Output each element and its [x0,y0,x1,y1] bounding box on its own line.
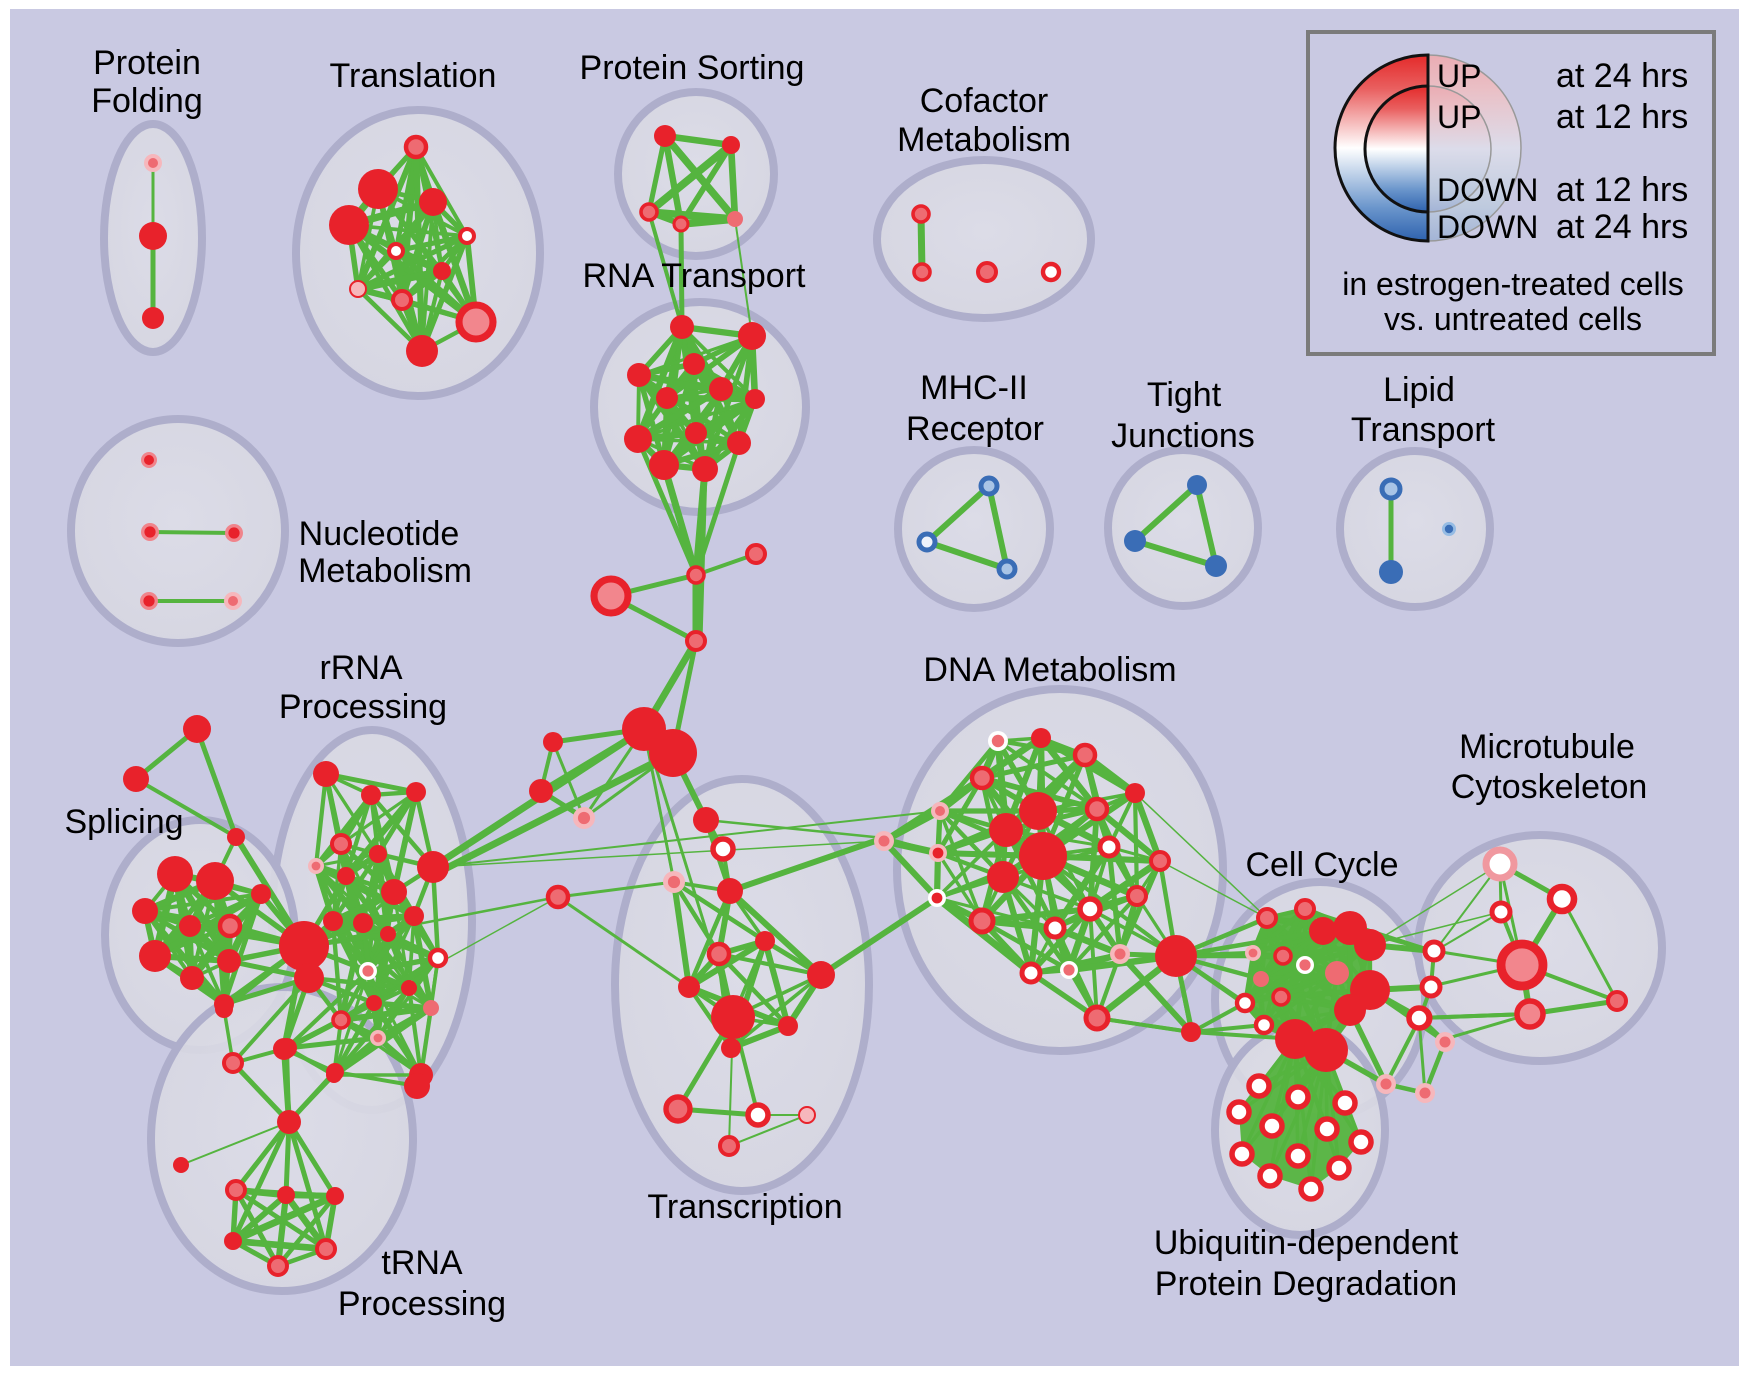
svg-text:Splicing: Splicing [64,803,183,841]
svg-text:DOWN: DOWN [1437,209,1538,245]
svg-text:DNA Metabolism: DNA Metabolism [923,651,1176,689]
svg-text:UP: UP [1437,99,1481,135]
svg-text:MHC-II: MHC-II [920,369,1028,407]
svg-text:UP: UP [1437,58,1481,94]
svg-text:at 24 hrs: at 24 hrs [1556,57,1688,95]
svg-text:Translation: Translation [330,57,497,95]
svg-text:Cofactor: Cofactor [920,82,1049,120]
svg-text:at 24 hrs: at 24 hrs [1556,208,1688,246]
svg-text:Folding: Folding [91,82,203,120]
svg-text:Protein Degradation: Protein Degradation [1155,1265,1457,1303]
svg-text:DOWN: DOWN [1437,172,1538,208]
svg-text:tRNA: tRNA [381,1244,463,1282]
svg-text:vs. untreated cells: vs. untreated cells [1384,301,1642,337]
svg-text:Protein Sorting: Protein Sorting [580,49,805,87]
svg-text:Metabolism: Metabolism [298,552,472,590]
svg-text:Ubiquitin-dependent: Ubiquitin-dependent [1154,1224,1459,1262]
svg-text:RNA Transport: RNA Transport [583,257,807,295]
svg-text:Lipid: Lipid [1383,371,1455,409]
svg-text:rRNA: rRNA [319,649,402,687]
svg-text:Processing: Processing [338,1285,506,1323]
svg-text:Junctions: Junctions [1111,417,1255,455]
svg-text:Metabolism: Metabolism [897,121,1071,159]
svg-text:Cytoskeleton: Cytoskeleton [1451,768,1648,806]
svg-text:Tight: Tight [1147,376,1222,414]
svg-text:at 12 hrs: at 12 hrs [1556,171,1688,209]
svg-text:Receptor: Receptor [906,410,1044,448]
svg-text:at 12 hrs: at 12 hrs [1556,98,1688,136]
svg-text:Processing: Processing [279,688,447,726]
svg-text:Nucleotide: Nucleotide [299,515,460,553]
svg-text:Transport: Transport [1351,411,1496,449]
svg-text:in estrogen-treated cells: in estrogen-treated cells [1342,266,1684,302]
svg-text:Transcription: Transcription [647,1188,842,1226]
svg-text:Microtubule: Microtubule [1459,728,1635,766]
svg-text:Cell Cycle: Cell Cycle [1245,846,1398,884]
svg-text:Protein: Protein [93,44,201,82]
